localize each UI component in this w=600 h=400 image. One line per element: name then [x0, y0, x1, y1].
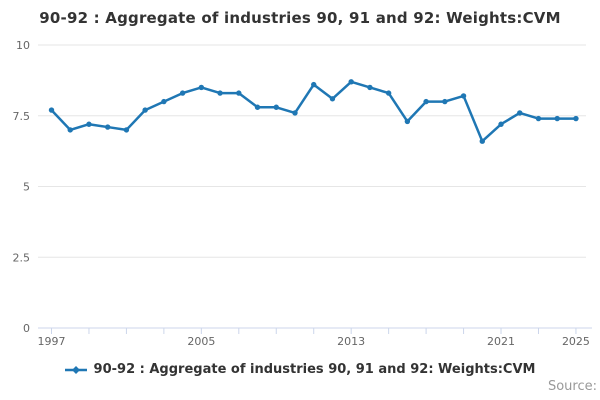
data-point-marker [236, 90, 242, 96]
data-point-marker [48, 107, 55, 113]
data-point-marker [535, 115, 542, 122]
legend-diamond-glyph [71, 365, 80, 374]
data-point-marker [348, 79, 354, 85]
y-axis-tick-label: 7.5 [13, 110, 31, 123]
y-axis-tick-label: 10 [16, 39, 30, 52]
data-point-marker [442, 98, 448, 105]
data-point-marker [573, 115, 579, 122]
data-point-marker [517, 110, 523, 116]
data-point-marker [385, 90, 392, 96]
series-line [50, 80, 578, 143]
data-point-marker [498, 121, 504, 127]
data-point-marker [161, 98, 167, 105]
y-axis-tick-label: 5 [23, 181, 30, 194]
data-point-marker [404, 118, 411, 125]
data-point-marker [292, 110, 298, 116]
data-point-marker [254, 104, 261, 110]
x-axis-tick-label: 2013 [337, 335, 365, 348]
x-axis-tick-label: 1997 [38, 335, 66, 348]
data-point-marker [198, 84, 205, 91]
data-point-marker [311, 81, 317, 88]
data-point-marker [479, 138, 485, 144]
chart-title: 90-92 : Aggregate of industries 90, 91 a… [39, 9, 561, 27]
data-point-marker [86, 121, 92, 127]
legend-label: 90-92 : Aggregate of industries 90, 91 a… [93, 362, 536, 377]
legend-series-marker-icon [64, 365, 87, 374]
data-point-marker [554, 115, 560, 122]
source-label: Source: [547, 379, 597, 394]
legend: 90-92 : Aggregate of industries 90, 91 a… [0, 362, 600, 377]
y-axis-tick-label: 0 [23, 322, 30, 335]
x-axis-tick-label: 2005 [187, 335, 215, 348]
data-point-marker [423, 98, 429, 105]
data-point-marker [329, 96, 336, 102]
data-point-marker [104, 124, 111, 130]
data-point-marker [123, 127, 130, 133]
x-axis-tick-label: 2025 [562, 335, 590, 348]
x-axis-tick-label: 2021 [487, 335, 515, 348]
data-point-marker [179, 90, 186, 96]
y-axis-tick-label: 2.5 [13, 251, 31, 264]
line-chart-plot-area: 0 2.5 5 7.5 10 1997 2005 2013 2021 2025 [13, 39, 592, 348]
data-point-marker [67, 127, 73, 133]
legend-item[interactable]: 90-92 : Aggregate of industries 90, 91 a… [64, 362, 536, 377]
data-point-marker [367, 84, 373, 91]
data-point-marker [142, 107, 148, 113]
data-point-marker [460, 93, 467, 99]
data-point-marker [217, 90, 223, 96]
data-point-marker [273, 104, 279, 110]
